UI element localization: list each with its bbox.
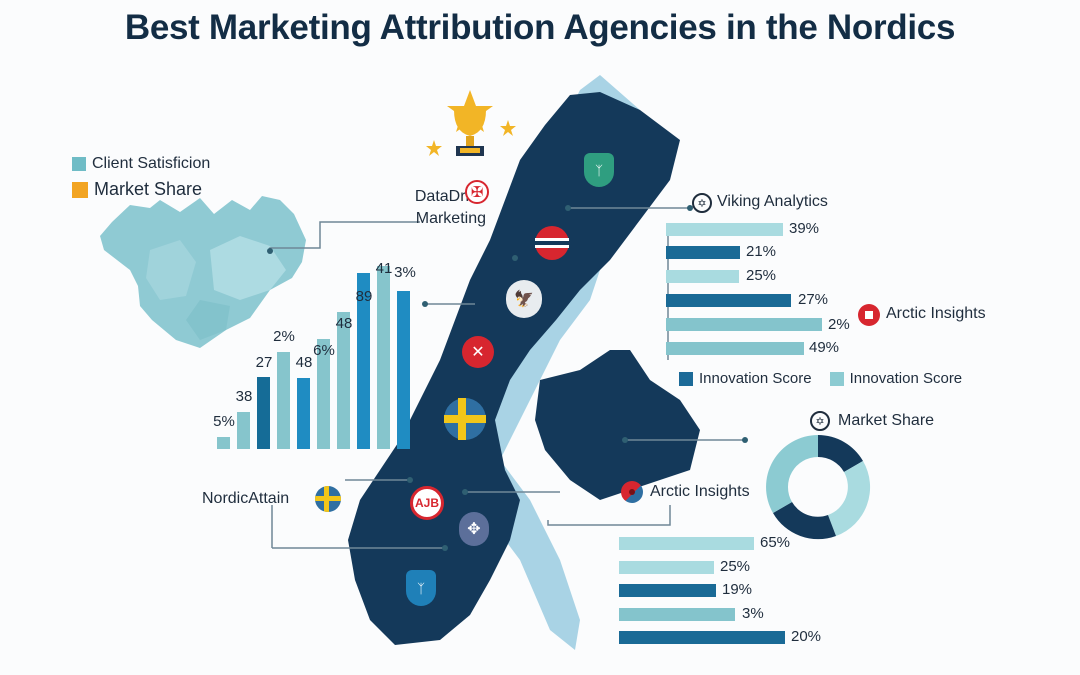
arctic-hbar-chart: 65% 25% 19% 3% 20% [619, 534, 839, 657]
bar-8 [357, 273, 370, 449]
legend-swatch-light-icon [829, 371, 844, 386]
hbar-label: 25% [746, 267, 777, 284]
norway-flag-badge-icon [535, 226, 569, 260]
hbar-1 [666, 223, 783, 236]
legend-swatch-orange-icon [72, 181, 88, 198]
ajb-logo-icon: AJB [410, 486, 444, 520]
legend-item-innovation-dark: Innovation Score [679, 370, 812, 387]
market-share-logo-icon: ✡ [810, 411, 830, 431]
bar-label: 41 [375, 260, 393, 277]
sweden-flag-badge-icon [444, 398, 486, 440]
bar-label: 5% [213, 413, 235, 430]
hbar-3 [666, 270, 739, 283]
norway-north-shield-icon: ᛉ [584, 153, 614, 187]
legend-left: Client Satisficion Market Share [72, 155, 210, 200]
hbar-label: 65% [760, 534, 791, 551]
agency-label-arctic-upper: Arctic Insights [886, 305, 986, 322]
hbar-3 [619, 584, 716, 597]
legend-item-client-satisfaction: Client Satisficion [72, 155, 210, 173]
legend-swatch-dark-icon [679, 371, 693, 386]
page-title: Best Marketing Attribution Agencies in t… [124, 8, 956, 47]
hbar-2 [666, 246, 740, 259]
agency-label-viking: Viking Analytics [717, 193, 828, 210]
agency-label-nordicattain: NordicAttain [202, 490, 290, 507]
south-shield-icon: ᛉ [406, 570, 436, 606]
cross-pin-icon: ✥ [459, 512, 489, 546]
hbar-6 [666, 342, 804, 355]
bar-3 [257, 377, 270, 449]
uk-style-flag-badge-icon: ✕ [462, 336, 494, 368]
legend-swatch-teal-icon [72, 157, 86, 171]
bar-9 [377, 266, 390, 449]
hbar-label: 25% [720, 558, 751, 575]
viking-logo-icon: ✡ [692, 193, 712, 213]
vertical-bar-chart: 5% 38 27 2% 48 6% 48 89 41 3% [212, 250, 422, 449]
bar-label: 38 [235, 388, 253, 405]
hbar-5 [619, 631, 785, 644]
legend-right: Innovation Score Innovation Score [679, 370, 962, 387]
legend-item-innovation-light: Innovation Score [829, 370, 962, 387]
arctic-insights-logo-icon [858, 304, 880, 326]
datadrive-logo-icon: ✠ [465, 180, 489, 204]
hbar-label: 3% [742, 605, 764, 622]
bar-label: 27 [255, 354, 273, 371]
bar-label: 48 [335, 315, 353, 332]
iceland-map [100, 196, 306, 348]
hbar-label: 20% [791, 628, 822, 645]
hbar-label: 19% [722, 581, 753, 598]
donut-title: Market Share [838, 412, 935, 429]
bar-6 [317, 339, 330, 449]
finland-map [535, 350, 700, 500]
bar-label: 2% [273, 328, 295, 345]
hbar-label: 27% [798, 291, 829, 308]
viking-hbar-chart: 39% 21% 25% 27% 2% 49% [666, 220, 866, 361]
bar-label: 89 [355, 288, 373, 305]
legend-item-market-share: Market Share [72, 179, 210, 200]
arctic-insights-pin-icon [621, 481, 643, 503]
bar-label: 48 [295, 354, 313, 371]
bar-5 [297, 378, 310, 449]
bar-1 [217, 437, 230, 449]
hbar-4 [666, 294, 791, 307]
hbar-4 [619, 608, 735, 621]
trophy-icon [420, 88, 520, 168]
bar-10 [397, 291, 410, 449]
bar-2 [237, 412, 250, 449]
bar-4 [277, 352, 290, 449]
hbar-5 [666, 318, 822, 331]
bar-7 [337, 312, 350, 449]
eagle-shield-icon: 🦅 [506, 280, 542, 318]
bar-label: 3% [394, 264, 416, 281]
nordicattain-flag-icon [315, 486, 341, 512]
hbar-2 [619, 561, 714, 574]
hbar-label: 21% [746, 243, 777, 260]
hbar-1 [619, 537, 754, 550]
hbar-label: 39% [789, 220, 820, 237]
hbar-label: 2% [828, 316, 850, 333]
bar-label: 6% [313, 342, 335, 359]
market-share-donut-chart [766, 435, 871, 540]
hbar-label: 49% [809, 339, 840, 356]
agency-label-arctic-lower: Arctic Insights [650, 483, 750, 500]
